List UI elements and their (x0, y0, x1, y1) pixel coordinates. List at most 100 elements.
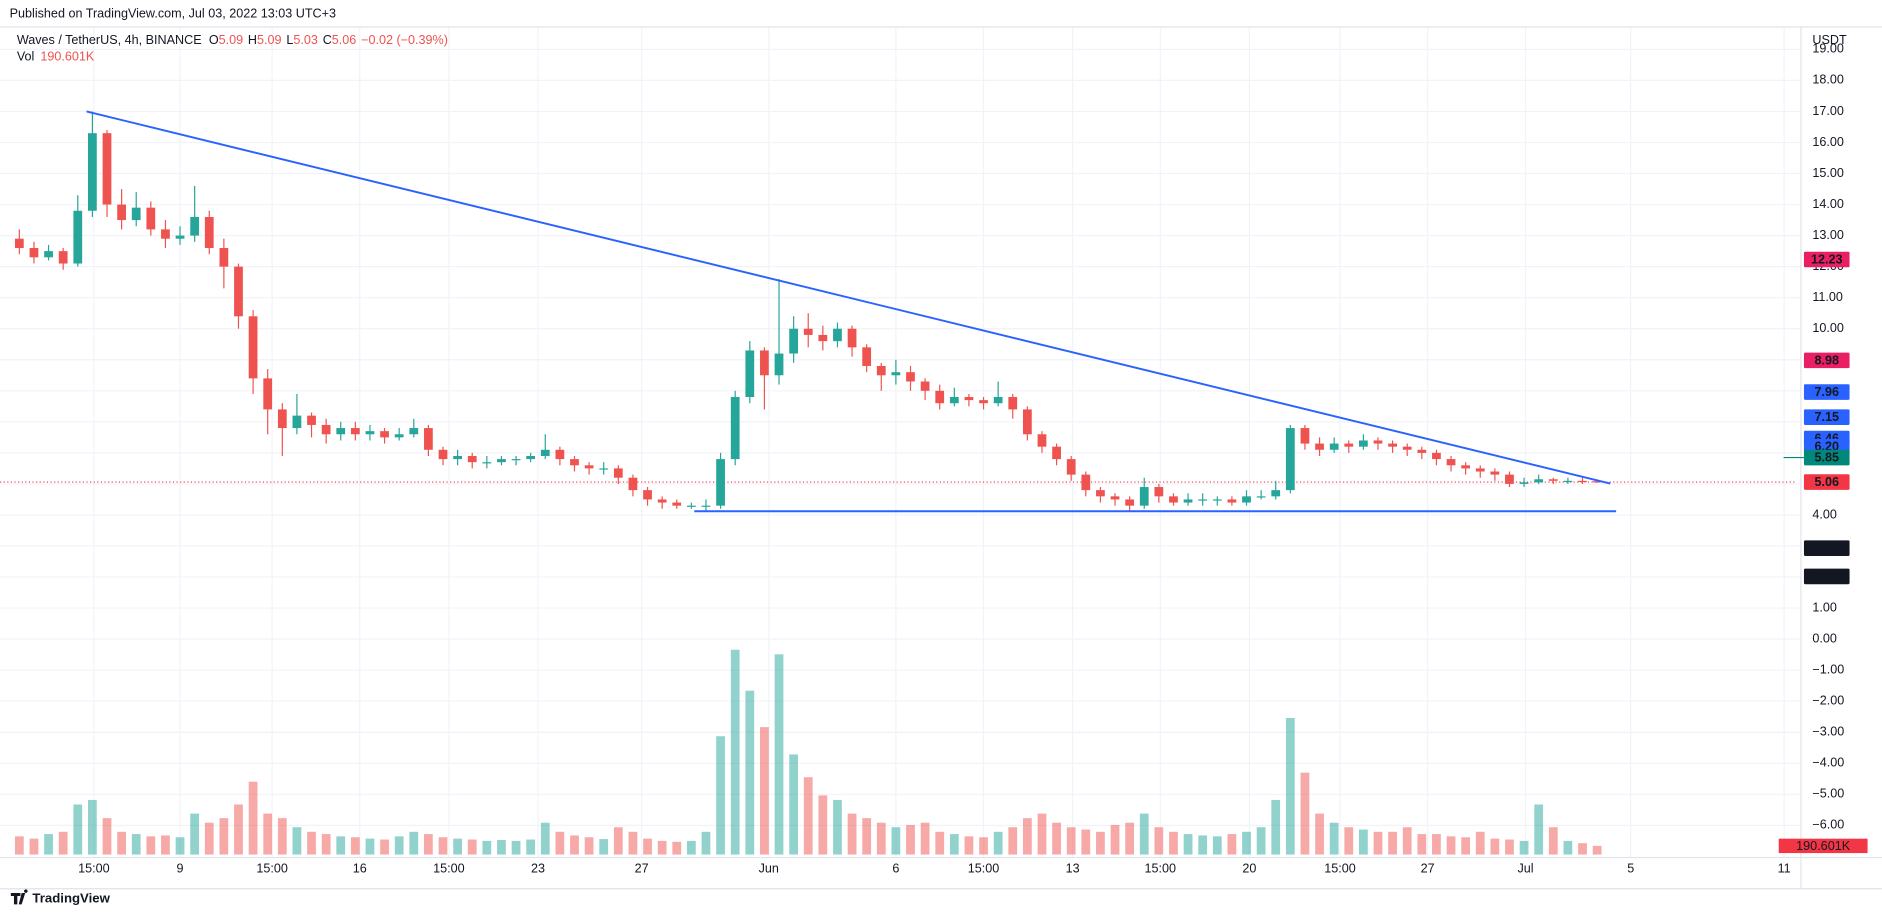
volume-bar (219, 818, 229, 855)
candle-body (906, 372, 915, 382)
volume-bar (1256, 827, 1266, 855)
volume-bar (248, 781, 258, 855)
candle-body (789, 328, 799, 354)
x-tick-label: 15:00 (78, 861, 110, 875)
candle-body (263, 378, 273, 410)
volume-bar (540, 822, 550, 855)
volume-bar (1417, 834, 1427, 855)
volume-bar (1008, 827, 1018, 855)
volume-bar (263, 813, 273, 855)
volume-bar (1154, 827, 1164, 855)
volume-bar (599, 839, 609, 855)
volume-bar (833, 799, 842, 855)
legend-change: −0.02 (−0.39%) (361, 33, 448, 47)
candle-body (1183, 499, 1193, 503)
price-label: 5.06 (1814, 475, 1839, 489)
volume-bar (964, 836, 974, 855)
volume-bar (555, 831, 565, 855)
y-tick-label: 19.00 (1812, 42, 1844, 56)
volume-bar (1066, 827, 1076, 855)
y-tick-label: −5.00 (1812, 787, 1844, 801)
volume-bar (14, 836, 24, 855)
candle-body (146, 207, 156, 230)
volume-bar (511, 840, 521, 855)
volume-bar (1096, 831, 1105, 855)
volume-bar (380, 839, 389, 855)
brand: TradingView (10, 889, 111, 905)
candle-body (1300, 428, 1310, 444)
volume-bar (613, 827, 623, 855)
candle-body (204, 216, 214, 249)
candle-body (1256, 496, 1266, 498)
x-tick-label: 16 (353, 861, 367, 875)
candle-body (29, 248, 39, 258)
volume-bar (424, 834, 433, 855)
candle-body (891, 372, 901, 376)
y-tick-label: −3.00 (1812, 725, 1844, 739)
candle-body (1212, 499, 1222, 501)
candle-body (248, 316, 258, 379)
volume-bar (876, 822, 886, 855)
volume-bar (58, 831, 68, 855)
candle-body (1329, 443, 1339, 450)
volume-bar (292, 827, 302, 855)
volume-label: 190.601K (1796, 839, 1851, 853)
y-tick-label: 18.00 (1812, 73, 1844, 87)
volume-bar (643, 838, 652, 855)
candle-body (555, 449, 565, 460)
candle-body (438, 449, 448, 460)
legend-value: 5.09 (219, 33, 244, 47)
x-tick-label: Jun (759, 861, 779, 875)
candle-body (672, 502, 682, 506)
candle-body (292, 415, 302, 429)
price-label-bg (1803, 449, 1850, 466)
volume-bars (14, 649, 1602, 855)
candle-body (88, 133, 97, 211)
volume-bar (584, 837, 594, 855)
volume-bar (716, 736, 725, 855)
legend-value: 5.06 (332, 33, 357, 47)
candle-body (979, 400, 988, 404)
candle-body (380, 431, 389, 438)
volume-bar (701, 831, 711, 855)
candle-body (1052, 446, 1061, 460)
volume-bar (1461, 837, 1471, 855)
candle-body (365, 431, 375, 435)
x-tick-label: 9 (177, 861, 184, 875)
x-tick-label: Jul (1517, 861, 1533, 875)
volume-bar (745, 690, 755, 855)
price-label-bg (1803, 568, 1850, 585)
candle-body (336, 428, 346, 435)
price-label: 8.98 (1814, 353, 1839, 367)
candle-body (584, 465, 594, 469)
volume-bar (979, 837, 988, 855)
candle-body (833, 328, 842, 342)
x-tick-label: 27 (635, 861, 649, 875)
x-tick-label: 15:00 (256, 861, 288, 875)
volume-bar (409, 831, 419, 855)
published-note: Published on TradingView.com, Jul 03, 20… (10, 7, 336, 21)
candle-body (1022, 409, 1032, 435)
y-tick-label: −6.00 (1812, 818, 1844, 832)
candle-body (1315, 443, 1324, 450)
candle-body (467, 455, 477, 463)
volume-bar (1534, 804, 1544, 855)
candle-body (73, 210, 83, 264)
price-label-bg (1803, 384, 1850, 400)
x-tick-label: 15:00 (1324, 861, 1356, 875)
x-tick-label: 13 (1066, 861, 1080, 875)
legend-value: 190.601K (40, 50, 95, 64)
candle-body (1242, 496, 1251, 503)
candle-body (964, 397, 974, 401)
candle-body (1037, 434, 1047, 447)
candle-body (1432, 452, 1441, 460)
candle-body (1446, 459, 1456, 466)
price-label-bg (1803, 251, 1850, 268)
brand-name: TradingView (32, 890, 110, 905)
x-tick-label: 20 (1242, 861, 1256, 875)
candle-body (234, 266, 243, 317)
volume-bar (1563, 840, 1573, 855)
x-tick-label: 6 (892, 861, 899, 875)
